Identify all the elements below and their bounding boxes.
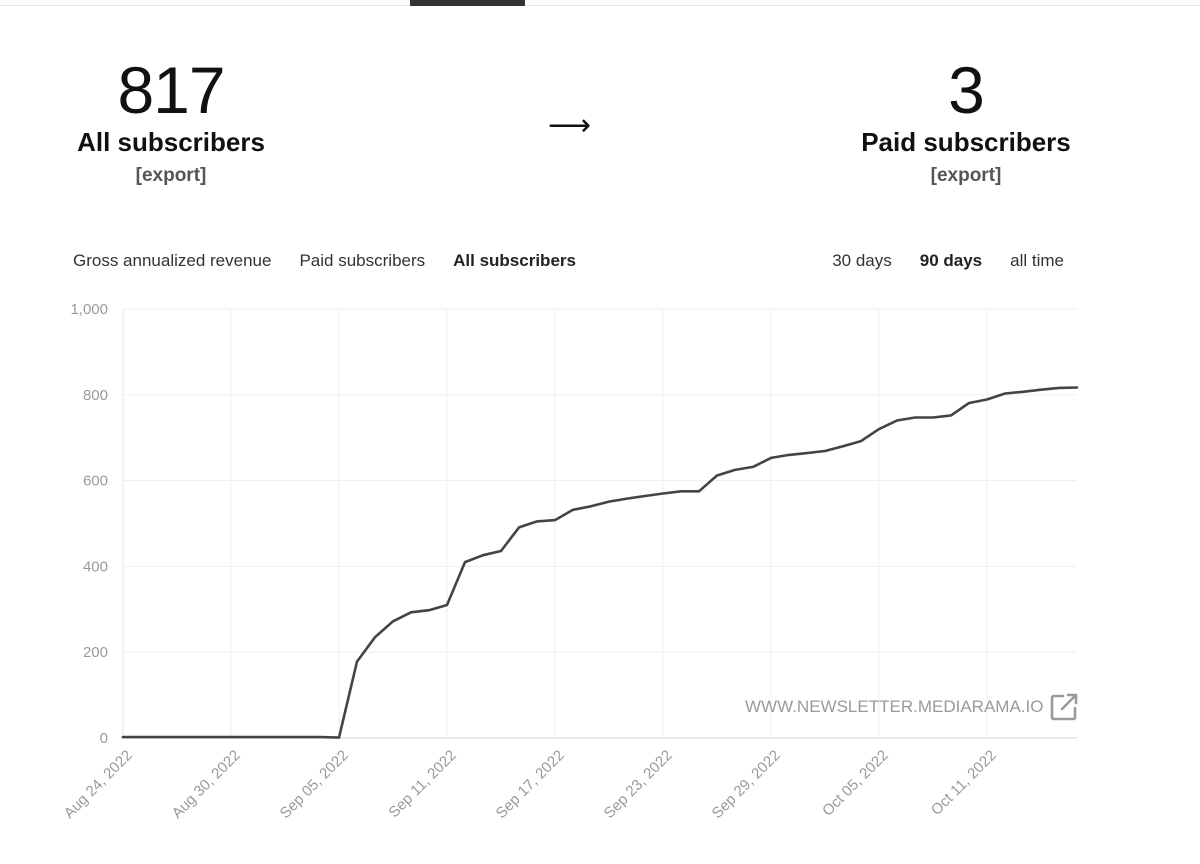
x-tick-label: Sep 29, 2022 xyxy=(709,747,784,822)
x-tick-label: Oct 05, 2022 xyxy=(819,747,892,820)
tab-all-time[interactable]: all time xyxy=(1010,251,1064,270)
watermark-text: WWW.NEWSLETTER.MEDIARAMA.IO xyxy=(745,697,1044,716)
y-tick-label: 600 xyxy=(83,473,108,490)
tab-gross-annualized-revenue[interactable]: Gross annualized revenue xyxy=(73,251,272,270)
x-tick-label: Sep 05, 2022 xyxy=(277,747,352,822)
paid-subscribers-stat: 3 Paid subscribers [export] xyxy=(846,52,1086,187)
all-subscribers-label: All subscribers xyxy=(77,127,265,157)
active-tab-indicator xyxy=(410,0,525,6)
export-paid-subscribers-link[interactable]: [export] xyxy=(930,165,1002,186)
y-tick-label: 400 xyxy=(83,558,108,575)
y-tick-label: 800 xyxy=(83,387,108,404)
x-tick-label: Sep 11, 2022 xyxy=(385,747,459,821)
x-tick-label: Oct 11, 2022 xyxy=(928,747,1000,819)
series-line-all-subscribers xyxy=(121,386,1079,739)
y-tick-label: 1,000 xyxy=(70,301,108,318)
tab-30-days[interactable]: 30 days xyxy=(832,251,892,270)
tab-90-days[interactable]: 90 days xyxy=(919,251,983,270)
top-divider xyxy=(0,5,1200,6)
metric-tabs: Gross annualized revenue Paid subscriber… xyxy=(73,250,576,272)
x-tick-label: Sep 17, 2022 xyxy=(493,747,568,822)
all-subscribers-stat: 817 All subscribers [export] xyxy=(60,52,282,187)
export-all-subscribers-link[interactable]: [export] xyxy=(135,165,207,186)
arrow-right-icon: ⟶ xyxy=(548,108,592,143)
x-tick-label: Aug 30, 2022 xyxy=(169,747,244,822)
y-tick-label: 200 xyxy=(83,644,108,661)
external-link-icon xyxy=(1051,693,1078,721)
watermark: WWW.NEWSLETTER.MEDIARAMA.IO xyxy=(745,692,1079,722)
all-subscribers-count: 817 xyxy=(117,53,225,127)
y-tick-label: 0 xyxy=(100,730,108,747)
paid-subscribers-count: 3 xyxy=(948,53,985,127)
tab-paid-subscribers[interactable]: Paid subscribers xyxy=(299,251,426,270)
range-tabs: 30 days 90 days all time xyxy=(832,250,1064,272)
x-tick-label: Sep 23, 2022 xyxy=(601,747,676,822)
tab-all-subscribers[interactable]: All subscribers xyxy=(453,251,576,270)
x-tick-label: Aug 24, 2022 xyxy=(61,747,136,822)
paid-subscribers-label: Paid subscribers xyxy=(861,127,1071,157)
subscribers-line-chart: 0 200 400 600 800 1,000 Aug 24, 2022 Aug 30, 20… xyxy=(61,301,1079,822)
